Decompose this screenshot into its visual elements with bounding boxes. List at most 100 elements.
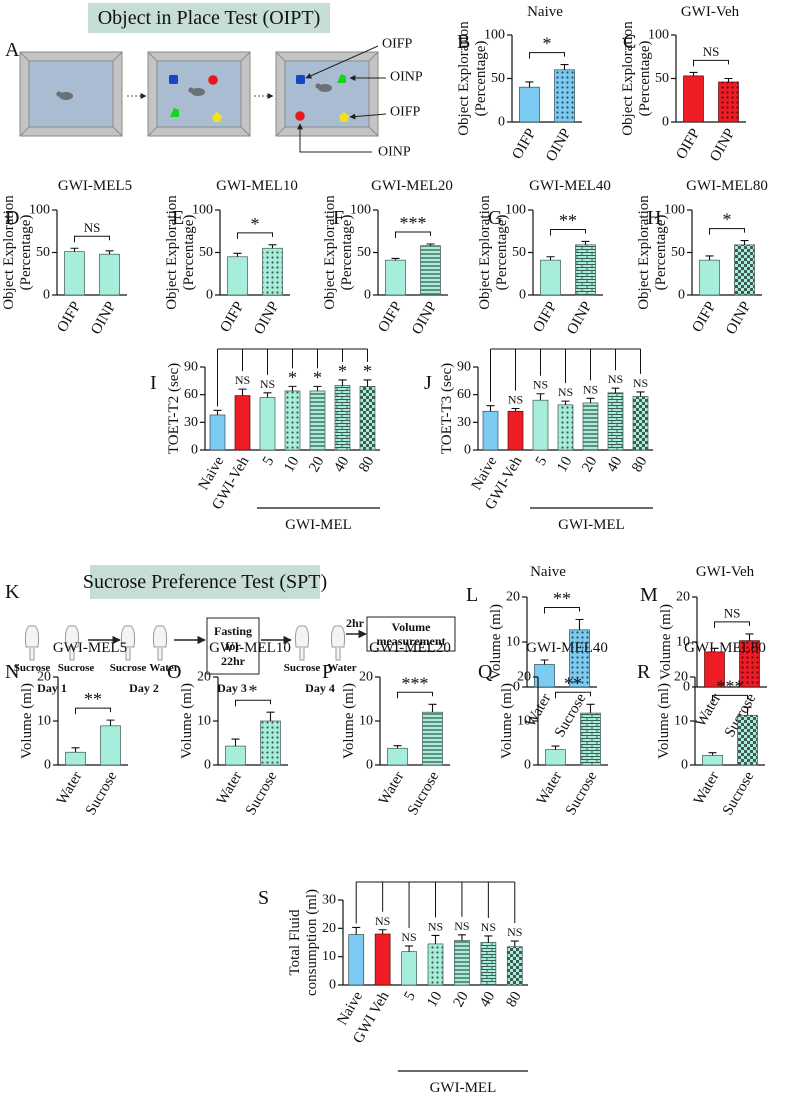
y-axis-label: Volume (ml)	[341, 683, 357, 759]
significance-bracket	[714, 621, 750, 628]
bar	[557, 404, 574, 451]
significance-bracket	[237, 232, 273, 239]
significance-bracket	[712, 694, 748, 702]
y-axis-label: Volume (ml)	[656, 683, 672, 759]
bar	[580, 712, 601, 766]
bar	[309, 390, 326, 451]
bar	[100, 725, 121, 766]
step-label: Volume	[392, 620, 432, 634]
error-bar	[689, 71, 698, 76]
y-tick-label: 0	[683, 680, 690, 695]
bar	[575, 244, 596, 296]
y-axis-label: Total Fluid	[287, 909, 303, 976]
error-bar	[238, 388, 247, 396]
day-label: Day 1	[37, 681, 67, 695]
step-label: Fasting	[214, 624, 252, 638]
bottle	[120, 625, 136, 661]
bar	[699, 259, 720, 296]
y-axis-label: Object Exploration	[456, 21, 472, 136]
error-bar	[70, 247, 79, 252]
bar	[507, 410, 524, 451]
diagram-title: Object in Place Test (OIPT)	[98, 7, 321, 29]
x-tick-label: 40	[604, 454, 625, 475]
bar	[385, 259, 406, 296]
leader-line	[305, 45, 379, 79]
y-tick-label: 50	[671, 245, 685, 260]
mouse	[188, 87, 194, 93]
y-tick-label: 30	[322, 893, 336, 908]
y-tick-label: 100	[648, 28, 669, 43]
y-axis-label: Volume (ml)	[499, 683, 515, 759]
significance-label: *	[363, 361, 372, 381]
panel-letter: K	[5, 581, 20, 603]
bottle-label: Sucrose	[284, 662, 321, 674]
bottle	[64, 625, 80, 661]
bar	[234, 395, 251, 451]
object-label: OINP	[390, 70, 423, 85]
significance-label: *	[313, 367, 322, 387]
error-bar	[560, 64, 569, 70]
significance-label: *	[251, 214, 260, 234]
panel-letter: R	[637, 661, 651, 683]
significance-bracket	[235, 699, 271, 707]
diagram-title: Sucrose Preference Test (SPT)	[83, 571, 327, 593]
bottle	[330, 625, 346, 661]
bottle-label: Sucrose	[110, 662, 147, 674]
bar	[480, 942, 497, 986]
bottle	[24, 625, 40, 661]
y-tick-label: 50	[199, 245, 213, 260]
y-tick-label: 100	[505, 203, 526, 218]
error-bar	[313, 385, 322, 391]
y-tick-label: 10	[517, 714, 531, 729]
object	[170, 108, 179, 117]
bar	[422, 711, 443, 766]
error-bar	[724, 77, 733, 82]
significance-label: **	[84, 689, 102, 709]
error-bar	[745, 633, 754, 641]
y-axis-label: Object Exploration	[322, 195, 338, 310]
x-tick-label: 80	[629, 454, 650, 475]
y-axis-label: (Percentage)	[181, 215, 197, 291]
significance-label: *	[249, 681, 258, 701]
bar	[519, 86, 540, 123]
y-axis-label: Volume (ml)	[488, 604, 504, 680]
y-axis-label: TOET-T2 (sec)	[166, 363, 182, 454]
title-box	[88, 3, 330, 33]
significance-label: **	[564, 673, 582, 693]
significance-bracket	[75, 707, 111, 715]
chart-title: GWI-Veh	[696, 564, 755, 580]
y-tick-label: 90	[184, 360, 198, 375]
significance-label: NS	[633, 376, 648, 390]
error-bar	[708, 752, 717, 756]
error-bar	[106, 719, 115, 726]
bar	[260, 720, 281, 766]
bar	[420, 245, 441, 296]
significance-label: NS	[235, 373, 250, 387]
x-tick-label: 40	[331, 454, 352, 475]
error-bar	[431, 934, 440, 944]
y-axis-label: Object Exploration	[620, 21, 636, 136]
error-bar	[457, 934, 466, 941]
chart-title: GWI-MEL20	[371, 178, 453, 194]
y-tick-label: 50	[512, 245, 526, 260]
y-tick-label: 20	[674, 670, 688, 685]
chart-title: Naive	[530, 564, 566, 580]
x-tick-label: 80	[503, 989, 524, 1010]
error-bar	[233, 252, 242, 257]
object	[169, 75, 178, 84]
y-tick-label: 20	[676, 590, 690, 605]
error-bar	[426, 243, 435, 246]
y-tick-label: 100	[350, 203, 371, 218]
error-bar	[428, 703, 437, 713]
error-bar	[213, 409, 222, 415]
object	[295, 111, 305, 121]
panel-letter: G	[488, 207, 502, 229]
y-axis-label: Object Exploration	[477, 195, 493, 310]
bar	[99, 253, 120, 296]
significance-label: NS	[375, 914, 390, 928]
bar	[64, 251, 85, 296]
significance-bracket	[693, 59, 729, 67]
x-tick-label: 20	[579, 454, 600, 475]
y-tick-label: 10	[359, 714, 373, 729]
